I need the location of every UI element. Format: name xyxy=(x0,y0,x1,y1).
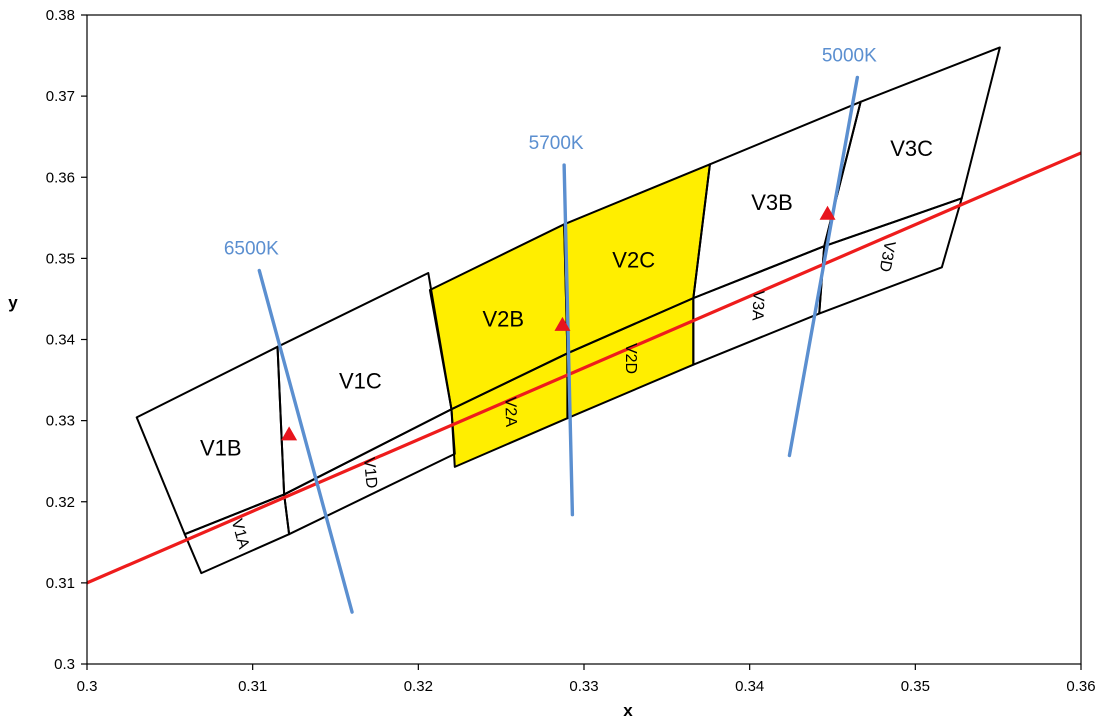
cct-line-5700k xyxy=(562,163,575,517)
cct-label-5700k: 5700K xyxy=(529,133,584,154)
cct-labels-group: 6500K 5700K 5000K xyxy=(224,45,877,259)
blackbody-locus-line xyxy=(86,151,1082,585)
blackbody-locus-group xyxy=(86,151,1082,585)
x-tick-label: 0.32 xyxy=(404,678,433,695)
bin-label-v2a: V2A xyxy=(501,397,519,428)
bin-label-v1c: V1C xyxy=(339,368,382,393)
x-tick-label: 0.3 xyxy=(77,678,98,695)
bin-label-v3d: V3D xyxy=(876,240,898,274)
y-tick-label: 0.38 xyxy=(46,7,75,24)
x-tick-label: 0.31 xyxy=(238,678,267,695)
y-axis-title: y xyxy=(8,293,18,312)
x-axis-ticks: 0.3 0.31 0.32 0.33 0.34 0.35 0.36 xyxy=(77,664,1096,695)
bin-label-v3a: V3A xyxy=(748,290,766,321)
y-tick-label: 0.31 xyxy=(46,575,75,592)
x-tick-label: 0.36 xyxy=(1066,678,1095,695)
y-tick-label: 0.32 xyxy=(46,494,75,511)
y-tick-label: 0.35 xyxy=(46,250,75,267)
x-axis-title: x xyxy=(623,701,633,720)
bin-label-v1d: V1D xyxy=(360,457,380,490)
bin-label-v3c: V3C xyxy=(890,136,933,161)
y-tick-label: 0.33 xyxy=(46,413,75,430)
bin-fill-v2a xyxy=(451,353,568,467)
marker-triangle-3 xyxy=(819,205,836,220)
cct-line-5000k xyxy=(787,75,860,458)
bin-fill-v2d xyxy=(567,298,694,419)
cct-line-6500k xyxy=(257,268,354,614)
markers-group xyxy=(281,205,836,441)
x-tick-label: 0.35 xyxy=(901,678,930,695)
bin-label-v2d: V2D xyxy=(622,343,639,374)
x-tick-label: 0.34 xyxy=(735,678,764,695)
x-tick-label: 0.33 xyxy=(569,678,598,695)
bin-label-v2c: V2C xyxy=(612,247,655,272)
y-axis-ticks: 0.3 0.31 0.32 0.33 0.34 0.35 0.36 0.37 0.38 xyxy=(46,7,87,673)
bin-label-v2b: V2B xyxy=(482,307,524,332)
y-tick-label: 0.34 xyxy=(46,332,75,349)
marker-triangle-2 xyxy=(554,316,571,331)
bin-label-v3b: V3B xyxy=(751,190,793,215)
cct-label-6500k: 6500K xyxy=(224,239,279,260)
cct-lines-group xyxy=(257,75,860,614)
bin-fill-v2b xyxy=(429,224,568,410)
y-tick-label: 0.3 xyxy=(54,656,75,673)
bin-label-v1b: V1B xyxy=(200,436,242,461)
marker-triangle-1 xyxy=(281,426,298,441)
y-tick-label: 0.37 xyxy=(46,88,75,105)
y-tick-label: 0.36 xyxy=(46,169,75,186)
cct-label-5000k: 5000K xyxy=(822,45,877,66)
bin-outline-v3d xyxy=(818,197,963,315)
